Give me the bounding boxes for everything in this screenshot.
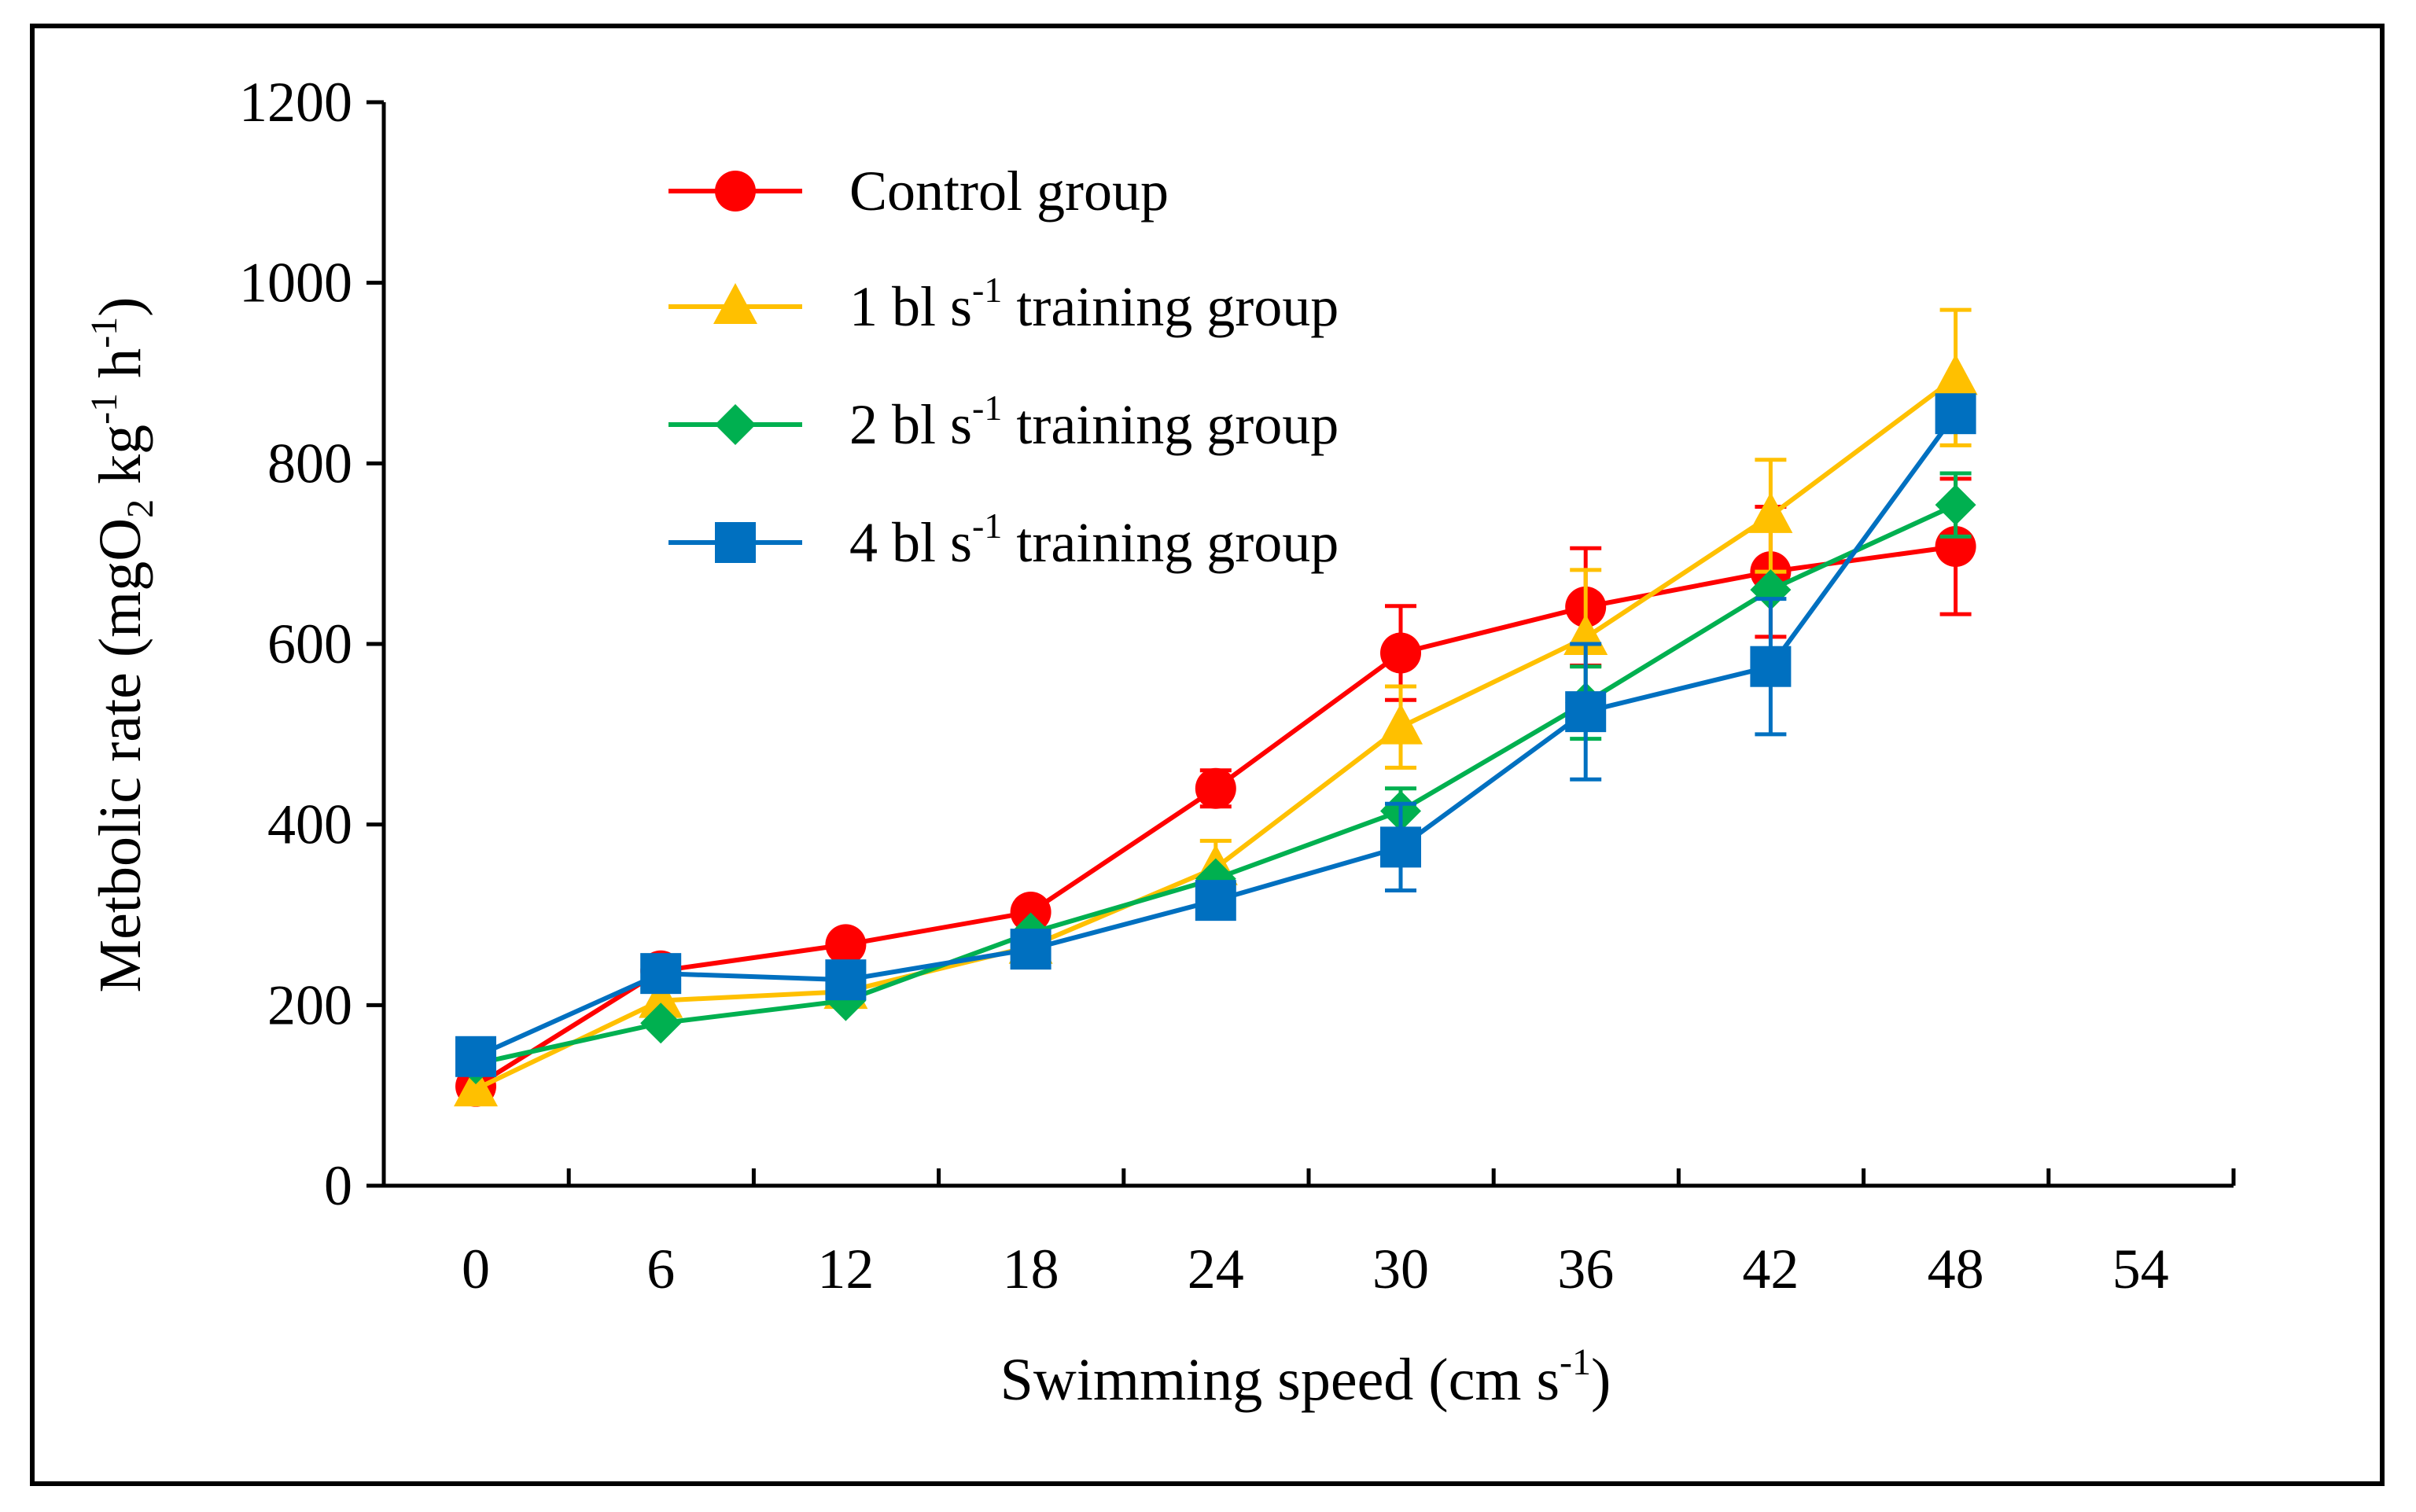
data-point	[1565, 691, 1607, 733]
data-point	[454, 1065, 498, 1107]
data-point	[640, 953, 682, 995]
data-point	[1195, 880, 1236, 922]
y-tick-label: 1200	[239, 71, 352, 134]
x-tick-label: 6	[646, 1238, 675, 1300]
y-tick-label: 800	[267, 432, 352, 495]
data-point	[1748, 491, 1793, 533]
x-tick-label: 54	[2112, 1238, 2169, 1300]
legend: Control group 1 bl s-1 training group 2 bl…	[668, 160, 1339, 574]
legend-item-1: Control group	[668, 160, 1169, 223]
y-tick-label: 400	[267, 793, 352, 856]
x-tick-label: 36	[1557, 1238, 1614, 1300]
data-point	[1010, 929, 1051, 970]
data-point	[455, 1036, 496, 1077]
figure-frame	[30, 24, 2385, 1486]
data-point	[640, 1002, 682, 1044]
x-tick-label: 24	[1188, 1238, 1244, 1300]
y-tick-label: 200	[267, 973, 352, 1036]
legend-label: 1 bl s-1 training group	[849, 270, 1339, 338]
data-point	[1010, 892, 1051, 933]
series-line	[474, 544, 1957, 1089]
data-point	[639, 977, 683, 1018]
axes: 0 200 400 600 800 1000 1200 0 6 12 18 24 30 36 42 48 54	[239, 71, 2236, 1300]
data-point	[1933, 354, 1978, 395]
legend-item-4: 4 bl s-1 training group	[668, 506, 1339, 574]
data-point	[1750, 646, 1792, 687]
x-tick-label: 18	[1003, 1238, 1059, 1300]
y-tick-label: 1000	[239, 252, 352, 315]
data-point	[1380, 826, 1421, 868]
legend-label: 4 bl s-1 training group	[849, 506, 1339, 574]
legend-label: Control group	[849, 160, 1169, 223]
x-tick-label: 0	[462, 1238, 490, 1300]
series-line	[474, 375, 1957, 1091]
data-point	[1935, 484, 1976, 526]
y-tick-label: 0	[324, 1154, 352, 1217]
data-point	[1380, 632, 1421, 674]
data-point	[825, 924, 867, 966]
y-axis-title: Metbolic rate (mgO2 kg-1 h-1)	[83, 297, 161, 993]
x-tick-label: 30	[1372, 1238, 1429, 1300]
legend-marker	[713, 283, 757, 324]
y-tick-label: 600	[267, 613, 352, 675]
series-line	[474, 412, 1958, 1059]
series-4	[455, 393, 1976, 1077]
legend-marker	[715, 404, 756, 445]
legend-marker	[715, 171, 756, 212]
data-point	[1195, 767, 1236, 809]
x-axis-title: Swimming speed (cm s-1)	[1000, 1341, 1611, 1413]
legend-marker	[715, 522, 756, 563]
series-layer	[454, 307, 1978, 1107]
legend-item-2: 1 bl s-1 training group	[668, 270, 1339, 338]
data-point	[1379, 703, 1423, 745]
data-point	[825, 959, 867, 1001]
x-tick-label: 42	[1742, 1238, 1799, 1300]
legend-label: 2 bl s-1 training group	[849, 388, 1339, 456]
x-tick-label: 48	[1928, 1238, 1984, 1300]
data-point	[1935, 393, 1976, 435]
legend-item-3: 2 bl s-1 training group	[668, 388, 1339, 456]
x-tick-label: 12	[817, 1238, 874, 1300]
